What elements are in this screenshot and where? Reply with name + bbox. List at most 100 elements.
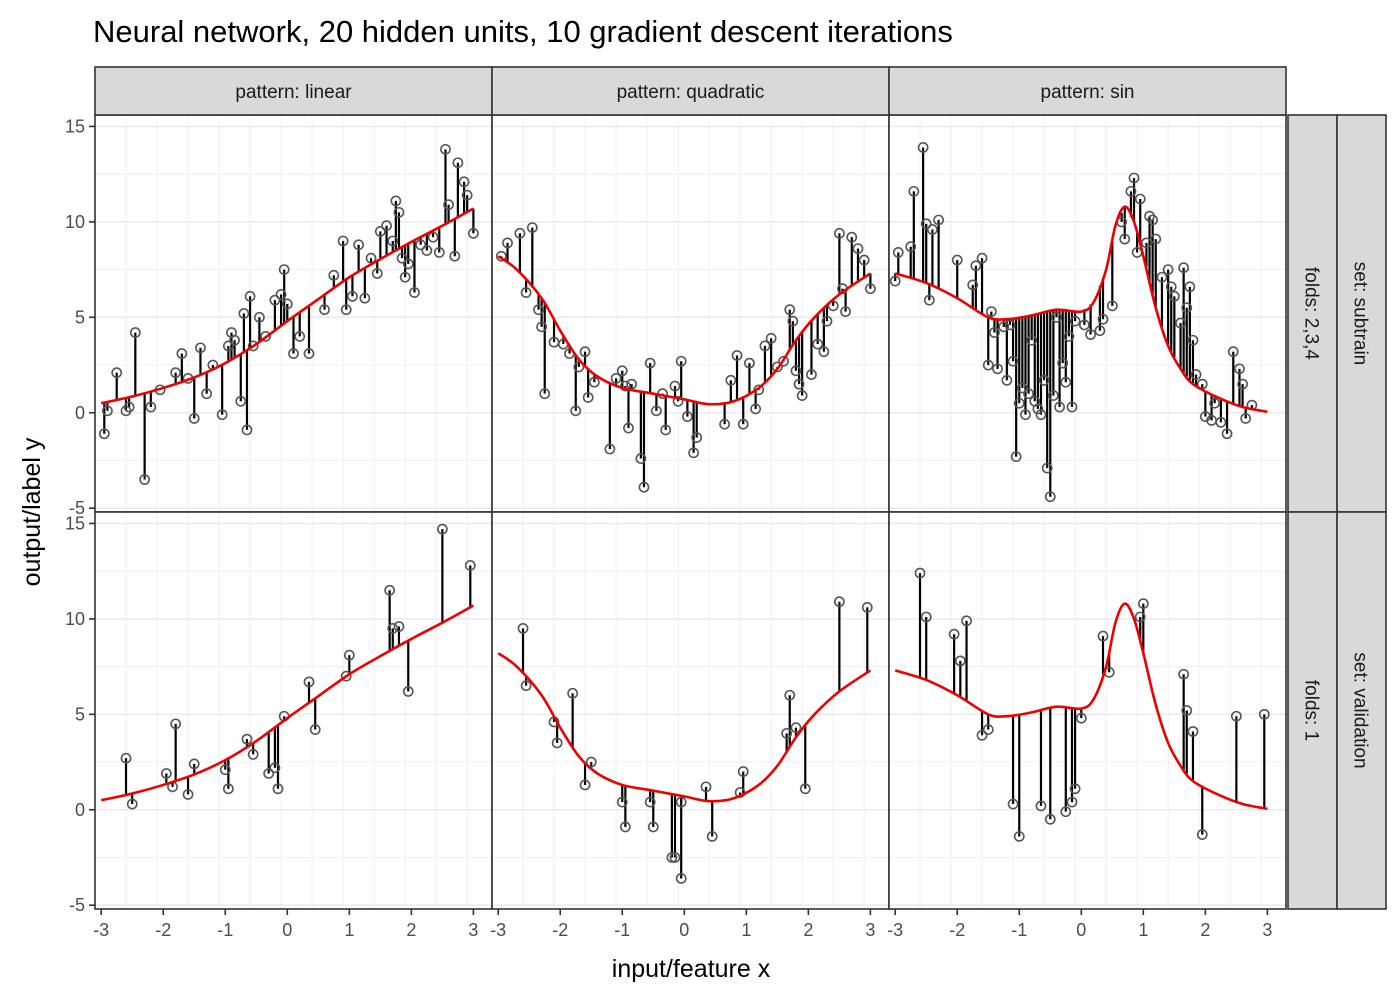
data-point (833, 596, 845, 608)
data-point (610, 372, 622, 384)
panel-grid (888, 512, 1286, 909)
data-point (241, 733, 253, 745)
panel-grid (491, 115, 889, 512)
data-point (1215, 416, 1227, 428)
data-point (647, 821, 659, 833)
data-point (1035, 409, 1047, 421)
data-point (985, 306, 997, 317)
data-point (1187, 334, 1199, 346)
data-point (402, 686, 414, 697)
prediction-line (497, 652, 872, 803)
data-point (1196, 829, 1208, 840)
data-point (421, 245, 433, 256)
strip-label-set-subtrain: set: subtrain (1350, 262, 1371, 366)
strip-folds-validation (1287, 511, 1338, 910)
data-point (1057, 357, 1069, 369)
data-point (588, 376, 600, 388)
data-point (675, 873, 687, 884)
data-point (247, 340, 259, 352)
data-point (275, 289, 287, 300)
data-point (278, 264, 290, 276)
data-point (750, 403, 762, 415)
data-point (992, 363, 1003, 375)
data-point (781, 728, 793, 739)
data-point (337, 235, 349, 247)
data-point (396, 252, 408, 264)
data-point (458, 176, 470, 188)
data-point (923, 294, 935, 306)
prediction-line (100, 207, 475, 405)
data-point (719, 418, 731, 430)
data-point (433, 247, 445, 258)
data-point (635, 453, 647, 464)
data-point (790, 722, 802, 734)
data-point (675, 796, 687, 808)
data-point (638, 481, 650, 493)
data-point (182, 789, 194, 800)
data-point (340, 670, 352, 682)
y-tick-label: 10 (65, 212, 85, 232)
data-point (1085, 329, 1097, 340)
data-point (328, 269, 340, 281)
data-point (827, 300, 839, 312)
x-tick-label: 1 (1138, 920, 1148, 940)
x-tick-label: -1 (1011, 920, 1027, 940)
x-tick-label: 1 (344, 920, 354, 940)
residual-segments (918, 573, 1266, 837)
data-point (858, 254, 870, 266)
x-tick-label: 0 (1076, 920, 1086, 940)
panel-grid (94, 512, 492, 909)
data-point (660, 424, 672, 436)
data-point (725, 374, 737, 386)
data-point (269, 294, 281, 306)
data-point (852, 243, 864, 255)
data-point (579, 779, 591, 791)
y-tick-label: 0 (75, 800, 85, 820)
data-point (976, 252, 988, 264)
data-point (188, 413, 200, 424)
panel-background (889, 512, 1286, 909)
data-point (765, 332, 777, 344)
data-point (1134, 193, 1146, 205)
data-point (1060, 806, 1072, 818)
data-point (390, 195, 402, 207)
data-point (905, 241, 917, 253)
data-points (98, 143, 479, 485)
data-point (253, 311, 265, 323)
data-point (619, 821, 631, 833)
data-point (1032, 403, 1044, 415)
x-tick-label: -3 (490, 920, 506, 940)
data-point (818, 346, 830, 358)
prediction-line (894, 205, 1268, 414)
data-point (269, 762, 281, 774)
data-point (570, 405, 582, 417)
data-point (954, 655, 966, 667)
data-point (1023, 388, 1034, 400)
data-point (520, 680, 532, 692)
data-point (374, 226, 386, 237)
data-point (737, 418, 749, 430)
data-point (672, 395, 684, 407)
data-point (579, 346, 591, 358)
data-point (1237, 378, 1248, 390)
data-point (812, 338, 824, 350)
data-point (288, 348, 299, 359)
data-point (833, 227, 845, 239)
data-point (1097, 313, 1109, 325)
data-points (889, 142, 1258, 503)
x-tick-label: -3 (887, 920, 903, 940)
panel-background (889, 115, 1286, 512)
data-point (176, 348, 188, 359)
data-point (1168, 290, 1180, 302)
x-tick-label: 0 (282, 920, 292, 940)
panel-background (95, 115, 492, 512)
data-point (1221, 428, 1233, 440)
strips-layer: pattern: linear pattern: quadratic pattern… (94, 66, 1387, 910)
data-point (129, 327, 141, 338)
y-tick-label: 5 (75, 704, 85, 724)
data-point (799, 783, 811, 795)
data-point (216, 409, 228, 421)
data-point (222, 783, 234, 795)
data-point (443, 199, 454, 211)
data-point (1007, 798, 1019, 810)
